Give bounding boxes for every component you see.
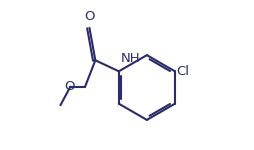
Text: O: O: [84, 10, 95, 23]
Text: O: O: [64, 80, 74, 93]
Text: NH: NH: [120, 52, 140, 65]
Text: Cl: Cl: [177, 65, 190, 78]
